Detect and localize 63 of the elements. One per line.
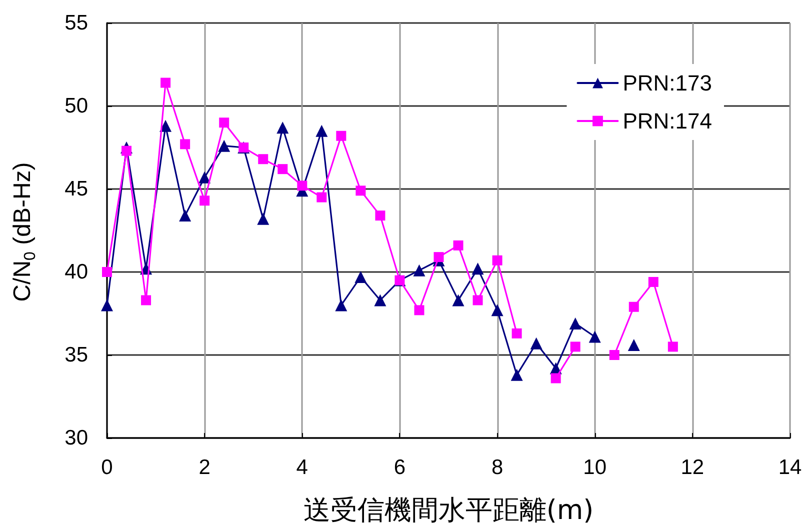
y-tick-label: 55 bbox=[64, 12, 88, 34]
point bbox=[198, 171, 211, 184]
point bbox=[512, 328, 522, 338]
point bbox=[200, 196, 210, 206]
point bbox=[510, 368, 523, 381]
point bbox=[160, 78, 171, 88]
point bbox=[179, 210, 192, 222]
point bbox=[297, 180, 308, 191]
y-tick-label: 40 bbox=[64, 260, 88, 284]
point bbox=[160, 120, 172, 132]
point bbox=[452, 294, 464, 306]
point bbox=[628, 302, 639, 312]
point bbox=[316, 192, 327, 202]
point bbox=[472, 295, 483, 306]
point bbox=[354, 270, 367, 283]
y-tick-label: 45 bbox=[64, 178, 88, 200]
x-tick-label: 8 bbox=[491, 456, 504, 479]
x-tick-label: 0 bbox=[101, 456, 113, 479]
x-tick-label: 14 bbox=[778, 456, 802, 479]
point bbox=[609, 350, 620, 360]
point bbox=[413, 264, 426, 276]
point bbox=[550, 373, 561, 384]
point bbox=[570, 342, 580, 352]
point bbox=[588, 330, 601, 343]
point bbox=[530, 337, 542, 350]
point bbox=[335, 299, 348, 312]
legend-label: PRN:173 bbox=[622, 70, 712, 96]
point bbox=[180, 139, 190, 150]
point bbox=[122, 146, 132, 156]
point bbox=[414, 305, 424, 316]
x-tick-label: 4 bbox=[296, 456, 308, 479]
point bbox=[102, 267, 112, 277]
y-tick-label: 35 bbox=[64, 344, 88, 366]
x-tick-label: 12 bbox=[680, 456, 704, 479]
point bbox=[258, 154, 268, 164]
point bbox=[278, 164, 288, 174]
point bbox=[453, 240, 464, 250]
point bbox=[218, 140, 230, 152]
point bbox=[257, 212, 270, 225]
point bbox=[316, 124, 328, 137]
point bbox=[434, 252, 444, 262]
point bbox=[356, 186, 366, 196]
point bbox=[569, 317, 582, 330]
point bbox=[491, 304, 504, 316]
point bbox=[668, 342, 678, 352]
point bbox=[648, 276, 658, 287]
x-tick-label: 10 bbox=[583, 456, 607, 479]
point bbox=[492, 255, 502, 266]
point bbox=[472, 262, 484, 275]
point bbox=[219, 118, 230, 128]
point bbox=[375, 210, 386, 221]
point bbox=[374, 294, 386, 306]
point bbox=[336, 130, 346, 141]
y-tick-label: 30 bbox=[64, 426, 88, 450]
point bbox=[141, 295, 152, 306]
y-tick-label: 50 bbox=[64, 94, 88, 118]
x-axis-title: 送受信機間水平距離(m) bbox=[303, 495, 594, 526]
x-tick-label: 2 bbox=[198, 456, 210, 479]
point bbox=[628, 339, 640, 352]
x-tick-label: 6 bbox=[394, 456, 406, 479]
legend-label: PRN:174 bbox=[622, 108, 712, 134]
point bbox=[276, 122, 289, 134]
point bbox=[101, 299, 113, 312]
